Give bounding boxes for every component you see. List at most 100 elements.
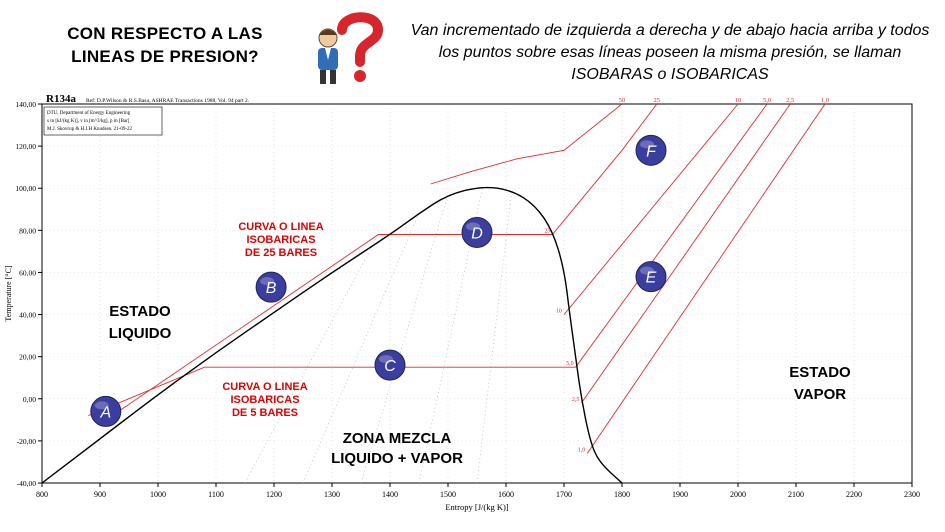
- state-point-shine: [640, 140, 654, 149]
- state-point-b: B: [255, 271, 287, 303]
- title-line-2: LINEAS DE PRESION?: [71, 47, 259, 66]
- y-tick-label: -40,00: [17, 479, 37, 488]
- annotation-isobar-25: ISOBARICAS: [246, 234, 315, 246]
- state-point-circle: [90, 395, 122, 427]
- legend-box-line: DTU, Department of Energy Engineering: [47, 111, 131, 116]
- x-tick-label: 2000: [730, 490, 746, 499]
- state-point-shine: [640, 266, 654, 275]
- y-tick-label: 100,00: [15, 184, 36, 193]
- annotation-isobar-25: DE 25 BARES: [245, 247, 317, 259]
- annotation-mixture-zone: ZONA MEZCLA: [343, 430, 452, 447]
- isobar-line: [586, 103, 826, 454]
- legend-box: [43, 106, 163, 136]
- x-tick-label: 1200: [266, 490, 282, 499]
- y-axis-label: Temperature [°C]: [4, 265, 13, 322]
- question-person-icon: [308, 8, 388, 88]
- state-point-label: A: [99, 404, 111, 421]
- state-point-circle: [635, 134, 667, 166]
- x-tick-label: 2300: [904, 490, 920, 499]
- quality-line: [302, 213, 420, 484]
- state-point-label: D: [471, 225, 483, 242]
- slide-title: CON RESPECTO A LAS LINEAS DE PRESION?: [30, 22, 300, 68]
- state-point-circle: [374, 349, 406, 381]
- state-point-d: D: [461, 216, 493, 248]
- state-point-circle: [255, 271, 287, 303]
- y-tick-label: 120,00: [15, 142, 36, 151]
- state-point-circle: [635, 261, 667, 293]
- x-tick-label: 1600: [498, 490, 514, 499]
- x-tick-label: 2200: [846, 490, 862, 499]
- state-points: A B C D E F: [90, 134, 667, 427]
- x-tick-label: 900: [94, 490, 106, 499]
- x-tick-label: 1300: [324, 490, 340, 499]
- legend-box-line: s in [kJ/(kg K)], v in [m^3/kg], p in [B…: [47, 119, 130, 124]
- x-tick-label: 2100: [788, 490, 804, 499]
- grid: [41, 103, 913, 484]
- state-point-c: C: [374, 349, 406, 381]
- y-tick-label: 0,00: [23, 395, 36, 404]
- state-point-f: F: [635, 134, 667, 166]
- slide-description: Van incrementado de izquierda a derecha …: [410, 22, 930, 83]
- annotation-isobar-25: CURVA O LINEA: [238, 221, 323, 233]
- x-tick-label: 800: [36, 490, 48, 499]
- state-point-label: B: [266, 280, 277, 297]
- chart-title: R134a: [46, 93, 76, 105]
- state-point-circle: [461, 216, 493, 248]
- state-point-shine: [260, 277, 275, 286]
- x-tick-label: 1400: [382, 490, 398, 499]
- legend-box-line: M.J. Skovrup & H.J.H Knudsen. 21-09-22: [47, 127, 133, 132]
- state-point-shine: [379, 355, 393, 364]
- isobar-inline-label: 5,0: [566, 361, 574, 367]
- isobar-inline-label: 25: [544, 229, 550, 235]
- state-point-shine: [466, 222, 480, 231]
- annotation-vapor-state: ESTADO: [789, 364, 851, 381]
- isobar-inline-label: 1,0: [578, 448, 586, 454]
- chart-labels: R134a Ref: D.P.Wilson & R.S.Basu, ASHRAE …: [43, 93, 829, 454]
- isobar-top-label: 50: [619, 97, 626, 104]
- x-tick-label: 1700: [556, 490, 572, 499]
- isobar-line: [563, 103, 739, 315]
- curves: [41, 103, 826, 484]
- isobar-top-label: 2,5: [786, 97, 794, 104]
- isobar-line: [430, 103, 623, 185]
- state-point-label: E: [646, 270, 657, 287]
- annotation-isobar-5: DE 5 BARES: [232, 407, 298, 419]
- x-axis-label: Entropy [J/(kg K)]: [445, 502, 508, 512]
- y-tick-label: 40,00: [19, 311, 36, 320]
- annotation-liquid-state: LIQUIDO: [109, 325, 172, 342]
- y-tick-label: 80,00: [19, 226, 36, 235]
- isobar-top-label: 25: [654, 97, 661, 104]
- state-point-e: E: [635, 261, 667, 293]
- isobar-top-label: 10: [735, 97, 742, 104]
- x-tick-label: 1800: [614, 490, 630, 499]
- plot-frame: [41, 103, 913, 484]
- annotation-vapor-state: VAPOR: [794, 386, 846, 403]
- annotation-isobar-5: CURVA O LINEA: [222, 381, 307, 393]
- y-tick-label: 20,00: [19, 353, 36, 362]
- y-tick-label: 60,00: [19, 268, 36, 277]
- x-tick-label: 1900: [672, 490, 688, 499]
- state-point-label: F: [646, 143, 657, 160]
- chart-reference: Ref: D.P.Wilson & R.S.Basu, ASHRAE Trans…: [86, 97, 250, 104]
- x-tick-label: 1500: [440, 490, 456, 499]
- axis-ticks: 800 900 1000 1100 1200 1300 1400 1500 1600 1700 18…: [4, 100, 920, 512]
- state-point-a: A: [90, 395, 122, 427]
- annotation-isobar-5: ISOBARICAS: [230, 394, 299, 406]
- x-tick-label: 1000: [150, 490, 166, 499]
- state-point-label: C: [384, 358, 396, 375]
- isobar-inline-label: 2,5: [572, 397, 580, 403]
- y-tick-label: 140,00: [15, 100, 36, 109]
- title-line-1: CON RESPECTO A LAS: [67, 24, 263, 43]
- x-tick-label: 1100: [208, 490, 224, 499]
- isobar-top-label: 5,0: [763, 97, 771, 104]
- state-point-shine: [94, 401, 109, 410]
- annotation-mixture-zone: LIQUIDO + VAPOR: [331, 450, 463, 467]
- isobar-inline-label: 10: [556, 309, 562, 315]
- isobar-line: [581, 103, 791, 404]
- saturation-dome: [41, 186, 623, 484]
- y-tick-label: -20,00: [17, 437, 37, 446]
- isobar-top-label: 1,0: [821, 97, 829, 104]
- annotation-liquid-state: ESTADO: [109, 303, 171, 320]
